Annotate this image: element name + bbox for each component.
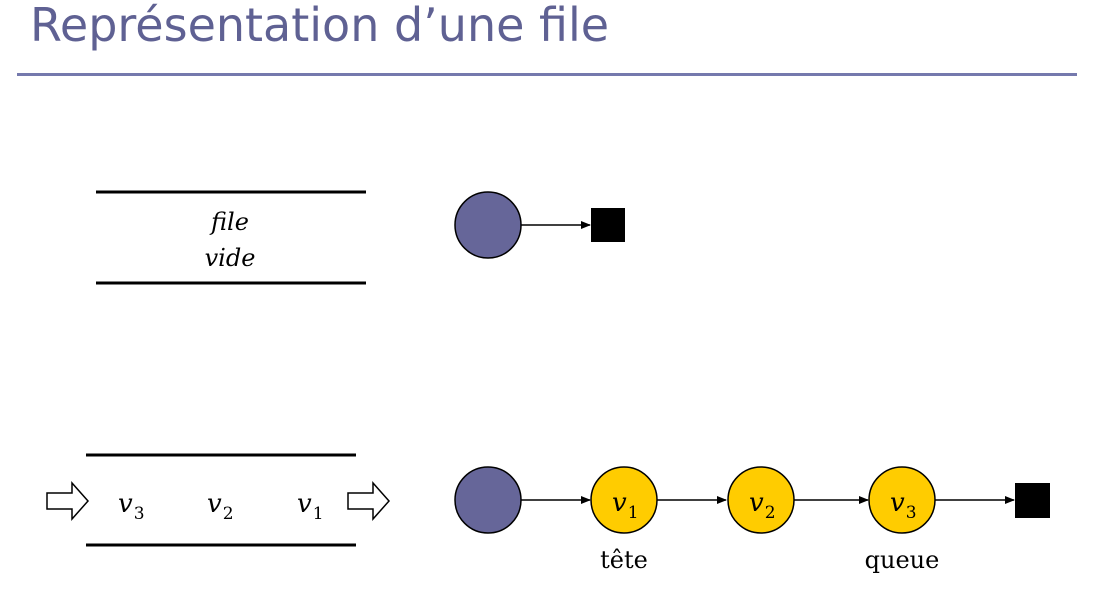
head-pointer-node bbox=[454, 191, 522, 259]
full-queue-pipe: v3 v2 v1 bbox=[46, 453, 391, 547]
empty-queue-label-line1: file bbox=[209, 208, 249, 236]
list-node-label: v2 bbox=[749, 488, 776, 523]
queue-item: v2 bbox=[207, 489, 234, 524]
queue-item: v3 bbox=[118, 489, 145, 524]
enqueue-arrow-icon bbox=[46, 481, 90, 521]
dequeue-arrow-icon bbox=[347, 481, 391, 521]
empty-linked-list bbox=[454, 191, 625, 259]
list-node-label: v3 bbox=[890, 488, 917, 523]
null-terminator bbox=[591, 208, 625, 242]
tail-label: queue bbox=[865, 546, 940, 574]
empty-queue-pipe: file vide bbox=[96, 190, 366, 285]
linked-list: v1 v2 v3 tête queue bbox=[454, 466, 1050, 574]
null-terminator bbox=[1015, 483, 1050, 518]
title-underline bbox=[17, 73, 1077, 76]
head-label: tête bbox=[600, 546, 648, 574]
head-pointer-node bbox=[454, 466, 522, 534]
list-node-label: v1 bbox=[612, 488, 639, 523]
queue-item: v1 bbox=[297, 489, 324, 524]
slide-title: Représentation d’une file bbox=[30, 0, 610, 52]
empty-queue-label-line2: vide bbox=[205, 244, 256, 272]
